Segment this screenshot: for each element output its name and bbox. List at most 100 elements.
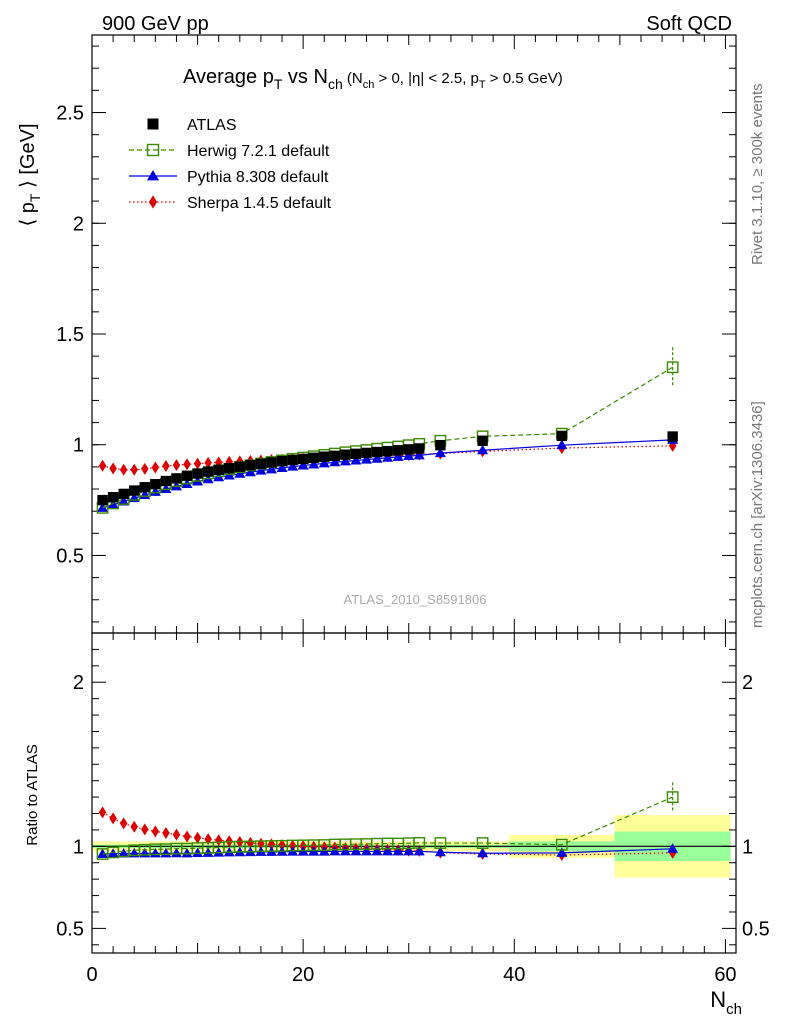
main-panel: 0.5 1 1.5 2 2.5 Average pT vs Nch (Nch > 0, …: [17, 34, 737, 634]
legend-herwig-label: Herwig 7.2.1 default: [187, 143, 330, 160]
ratio-pythia-point: [392, 845, 404, 856]
ratio-pythia-point: [667, 843, 679, 853]
main-atlas-point: [556, 430, 568, 442]
ratio-ylabel: Ratio to ATLAS: [24, 744, 41, 845]
ratio-pythia-point: [181, 847, 193, 858]
main-ticks: 0.5 1 1.5 2 2.5: [56, 35, 736, 633]
main-pythia-point: [371, 453, 383, 463]
main-pythia-point: [329, 456, 341, 467]
main-atlas-point: [276, 455, 288, 467]
main-sherpa-point: [183, 458, 191, 471]
legend-sherpa-marker: [148, 195, 158, 209]
main-pythia-point: [318, 457, 330, 468]
legend-pythia-label: Pythia 8.308 default: [187, 169, 329, 186]
y-tick-label: 0.5: [56, 918, 84, 940]
ratio-herwig-point: [476, 837, 489, 849]
ratio-sherpa-point: [214, 834, 223, 847]
legend-atlas-marker: [147, 118, 159, 130]
main-pythia-point: [403, 450, 415, 461]
ratio-frame: [91, 632, 737, 954]
main-sherpa-point: [162, 460, 170, 473]
main-title: Average pT vs Nch (Nch > 0, |η| < 2.5, p…: [183, 66, 563, 92]
ratio-sherpa-point: [109, 812, 117, 825]
ratio-sherpa-point: [141, 823, 149, 836]
ratio-pythia-point: [97, 848, 109, 859]
main-atlas-point: [403, 444, 414, 455]
ratio-pythia-point: [556, 847, 568, 857]
ratio-pythia-point: [477, 847, 489, 858]
main-pythia-point: [339, 455, 351, 466]
main-sherpa-point: [172, 459, 181, 472]
main-atlas-point: [139, 482, 150, 493]
legend: ATLAS Herwig 7.2.1 default Pythia 8.308 de…: [129, 117, 332, 212]
main-atlas-point: [414, 443, 425, 454]
main-pythia-point: [265, 463, 277, 474]
x-tick-label: 40: [503, 964, 525, 986]
ratio-sherpa-point: [246, 836, 255, 849]
main-atlas-point: [202, 466, 214, 477]
main-atlas-point: [392, 445, 404, 456]
ratio-ticks: 0.5 0.51 12 20 20 40 60: [56, 633, 770, 986]
ratio-sherpa-point: [119, 817, 128, 830]
y-tick-label: 0.5: [56, 545, 84, 567]
main-atlas-point: [118, 488, 129, 500]
legend-herwig-marker: [146, 143, 160, 157]
legend-sherpa-label: Sherpa 1.4.5 default: [187, 195, 332, 212]
ratio-pythia-point: [382, 845, 394, 856]
ratio-pythia-point: [339, 845, 351, 856]
main-pythia-point: [97, 502, 109, 512]
main-atlas-point: [266, 457, 277, 468]
ratio-sherpa-point: [162, 827, 170, 840]
main-atlas-point: [255, 458, 267, 469]
ratio-sherpa-point: [98, 806, 107, 819]
main-atlas-point: [319, 451, 330, 462]
legend-atlas-label: ATLAS: [187, 117, 237, 134]
x-tick-label: 60: [714, 964, 736, 986]
y-tick-label-right: 1: [742, 836, 753, 858]
main-series-group: [96, 347, 679, 514]
main-pythia-point: [308, 458, 320, 469]
main-atlas-point: [181, 470, 193, 481]
main-atlas-point: [192, 468, 203, 479]
main-pythia-point: [556, 439, 568, 450]
ratio-pythia-point: [170, 847, 182, 858]
main-atlas-point: [308, 452, 319, 464]
rivet-label: Rivet 3.1.10, ≥ 300k events: [749, 83, 766, 265]
mcplots-label: mcplots.cern.ch [arXiv:1306.3436]: [749, 401, 766, 628]
ratio-pythia-point: [413, 845, 425, 856]
main-atlas-point: [171, 473, 182, 484]
main-atlas-point: [477, 435, 488, 446]
x-tick-label: 20: [292, 964, 314, 986]
ratio-pythia-point: [350, 845, 362, 856]
header-left: 900 GeV pp: [102, 13, 209, 35]
ratio-sherpa-point: [130, 820, 138, 833]
main-pythia-point: [297, 460, 309, 470]
ratio-series-group: [96, 782, 679, 862]
main-pythia-point: [413, 449, 425, 460]
main-atlas-point: [245, 459, 256, 471]
main-sherpa-point: [193, 457, 202, 470]
ratio-pythia-point: [118, 848, 130, 858]
main-atlas-point: [340, 449, 351, 460]
main-sherpa-point: [109, 462, 117, 475]
main-pythia-point: [118, 495, 130, 506]
main-pythia-point: [244, 466, 256, 477]
main-atlas-point: [287, 454, 298, 466]
main-pythia-point: [255, 465, 267, 475]
main-sherpa-point: [119, 463, 128, 476]
ratio-sherpa-point: [225, 835, 233, 848]
main-pythia-point: [350, 454, 362, 465]
ratio-pythia-point: [329, 845, 341, 856]
main-atlas-point: [329, 450, 341, 462]
main-atlas-point: [350, 448, 362, 460]
main-atlas-point: [129, 485, 140, 496]
ratio-sherpa-point: [151, 825, 160, 838]
y-tick-label: 2: [73, 672, 84, 694]
main-sherpa-point: [204, 456, 212, 469]
ratio-herwig-point: [434, 837, 447, 849]
main-atlas-point: [371, 446, 383, 458]
x-axis-label: Nch: [710, 987, 742, 1018]
y-tick-label: 1: [73, 435, 84, 457]
main-pythia-point: [149, 486, 161, 496]
